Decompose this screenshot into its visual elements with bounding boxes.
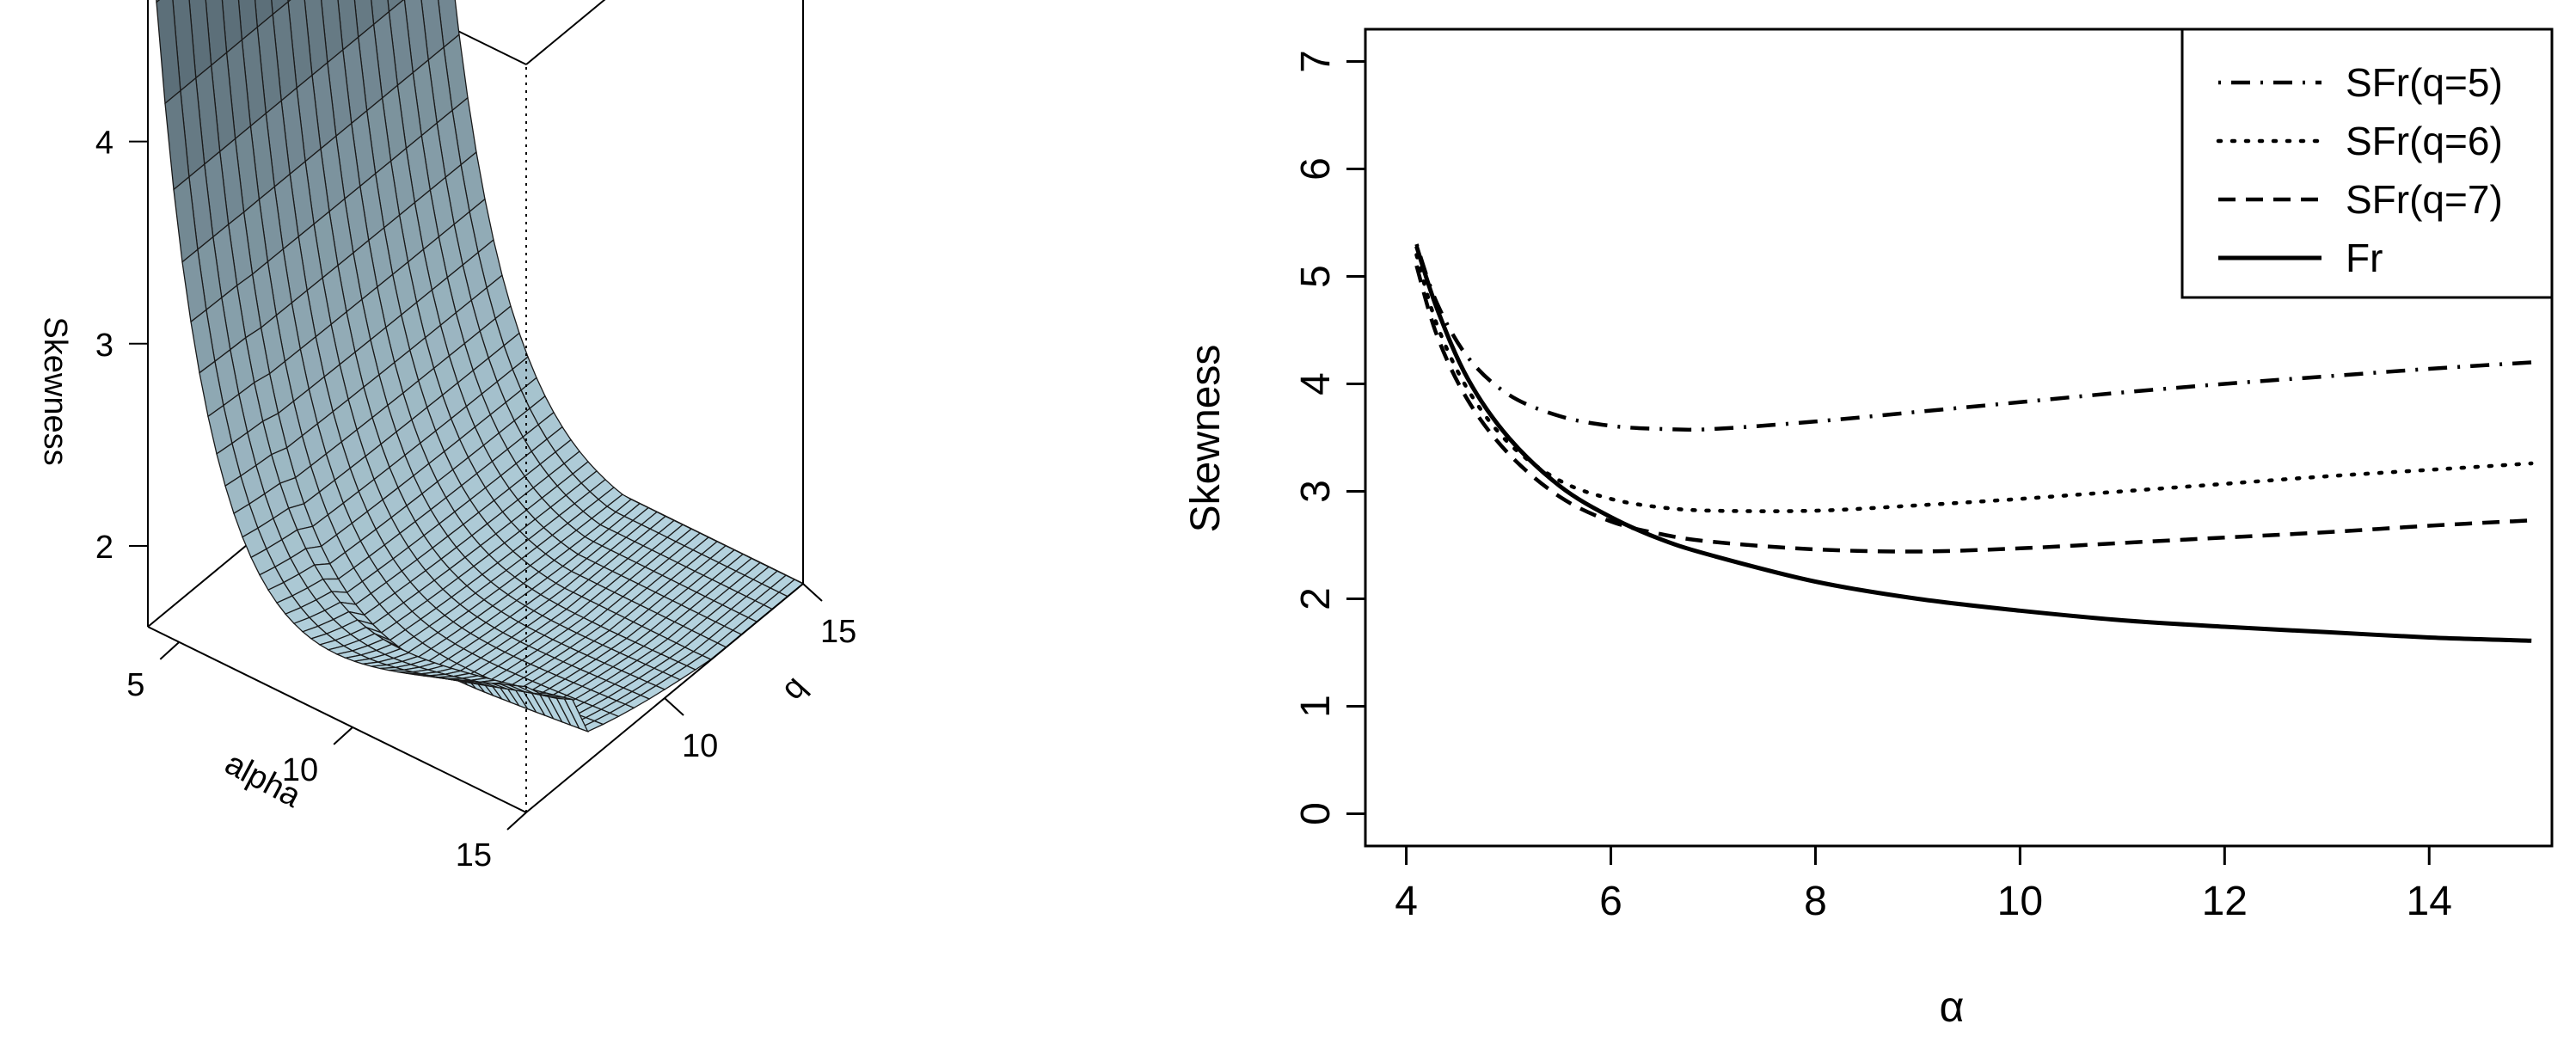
surface-z-tick-label: 4 bbox=[95, 126, 113, 162]
surface-z-tick-label: 3 bbox=[95, 328, 113, 364]
legend-label: SFr(q=5) bbox=[2346, 60, 2503, 105]
surface-y-tick bbox=[802, 583, 823, 602]
series-line-SFr(q=6) bbox=[1414, 253, 2534, 513]
surface-x-tick bbox=[159, 641, 181, 660]
legend-box bbox=[2180, 28, 2554, 299]
surface-x-tick-label: 15 bbox=[456, 837, 492, 873]
surface-x-tick-label: 10 bbox=[282, 752, 318, 788]
box-edge bbox=[392, 0, 527, 65]
surface-y-tick-label: 15 bbox=[820, 614, 856, 650]
surface-y-tick bbox=[664, 697, 684, 716]
x-tick-label: 4 bbox=[1395, 879, 1418, 924]
line-plot-frame bbox=[1364, 28, 2554, 848]
legend-label: Fr bbox=[2346, 236, 2383, 280]
y-tick-label: 2 bbox=[1293, 587, 1339, 610]
box-edge bbox=[525, 0, 606, 65]
y-tick-label: 3 bbox=[1293, 480, 1339, 503]
x-tick-label: 12 bbox=[2202, 879, 2248, 924]
surface-plot: Skewness alpha q 5101510152345 bbox=[37, 0, 856, 873]
legend-label: SFr(q=7) bbox=[2346, 177, 2503, 222]
line-x-axis-label: α bbox=[1940, 983, 1965, 1031]
surface-z-tick-label: 2 bbox=[95, 530, 113, 566]
y-tick-label: 4 bbox=[1293, 372, 1339, 395]
surface-y-axis-label: q bbox=[774, 669, 813, 707]
box-edge bbox=[147, 626, 527, 813]
surface-y-tick-label: 10 bbox=[682, 728, 718, 764]
x-tick-label: 10 bbox=[1997, 879, 2043, 924]
plot-frame bbox=[1364, 28, 2554, 848]
surface-x-tick bbox=[506, 812, 527, 831]
surface-x-tick-label: 5 bbox=[126, 667, 144, 703]
series-line-Fr bbox=[1414, 245, 2532, 643]
surface-z-axis-label: Skewness bbox=[37, 316, 73, 465]
surface-axes: Skewness alpha q 5101510152345 bbox=[37, 126, 856, 873]
series-line-SFr(q=7) bbox=[1414, 265, 2532, 554]
x-tick-label: 8 bbox=[1804, 879, 1827, 924]
y-tick-label: 5 bbox=[1293, 265, 1339, 288]
legend-label: SFr(q=6) bbox=[2346, 119, 2503, 163]
surface-mesh bbox=[147, 0, 805, 732]
line-y-axis-label: Skewness bbox=[1183, 345, 1229, 533]
surface-x-tick bbox=[333, 726, 353, 745]
x-tick-label: 14 bbox=[2407, 879, 2452, 924]
surface-facet bbox=[517, 685, 543, 696]
x-tick-label: 6 bbox=[1599, 879, 1622, 924]
y-tick-label: 1 bbox=[1293, 695, 1339, 718]
y-tick-label: 6 bbox=[1293, 157, 1339, 181]
y-tick-label: 7 bbox=[1293, 50, 1339, 73]
legend: SFr(q=5) SFr(q=6) SFr(q=7) Fr bbox=[2180, 28, 2554, 299]
y-tick-label: 0 bbox=[1293, 802, 1339, 825]
line-plot-series bbox=[1414, 243, 2534, 643]
